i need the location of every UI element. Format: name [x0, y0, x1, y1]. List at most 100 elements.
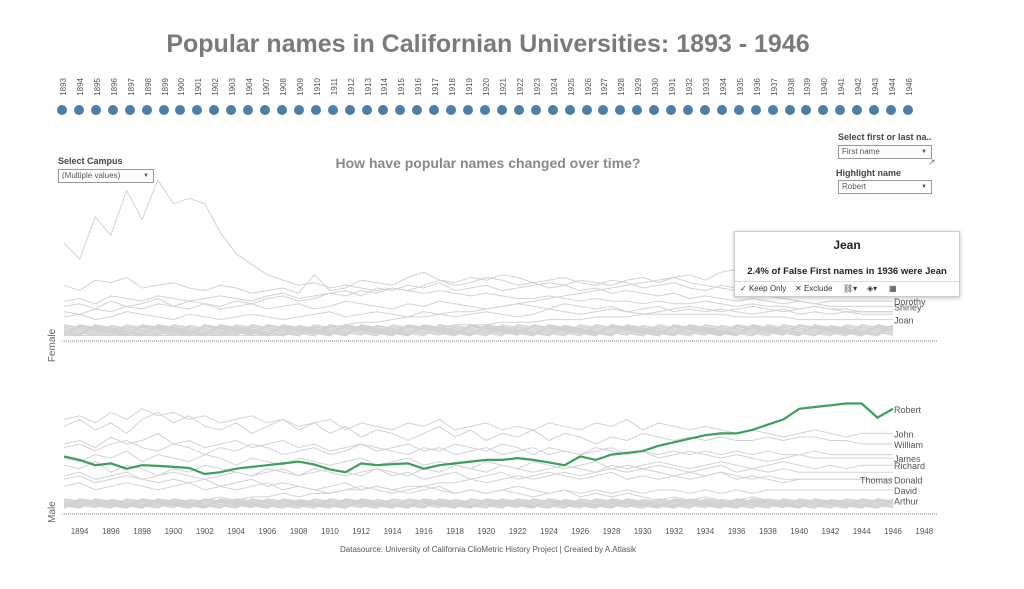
year-filter-dot[interactable] [801, 105, 812, 115]
series-line-female-other-b[interactable] [63, 297, 893, 315]
year-filter-dot[interactable] [463, 105, 474, 115]
tag-icon: ◈ [867, 284, 874, 293]
x-tick-label: 1904 [227, 527, 245, 536]
year-filter-dot[interactable] [666, 105, 677, 115]
tooltip-name: Jean [833, 238, 861, 252]
series-line-male-other-a[interactable] [63, 450, 893, 473]
end-label-donald: Donald [894, 475, 923, 485]
year-filter-dot[interactable] [496, 105, 507, 115]
year-filter-dot[interactable] [750, 105, 761, 115]
tooltip: Jean 2.4% of False First names in 1936 w… [734, 231, 960, 297]
name-type-dropdown[interactable]: First name ▼ [838, 145, 932, 159]
year-filter-dot[interactable] [192, 105, 203, 115]
year-filter-dot[interactable] [699, 105, 710, 115]
year-filter-dot[interactable] [378, 105, 389, 115]
year-filter-dot[interactable] [716, 105, 727, 115]
chart-subtitle: How have popular names changed over time… [335, 155, 641, 171]
close-icon: ✕ [795, 284, 802, 293]
set-button[interactable]: ◈▾ [867, 284, 878, 293]
year-filter-dot[interactable] [835, 105, 846, 115]
series-line-minor [63, 324, 894, 337]
year-filter-dot[interactable] [733, 105, 744, 115]
year-filter-dot[interactable] [395, 105, 406, 115]
series-line-thomas[interactable] [63, 461, 893, 484]
year-filter-dot[interactable] [175, 105, 186, 115]
year-filter-dot[interactable] [547, 105, 558, 115]
year-filter-dot[interactable] [327, 105, 338, 115]
x-tick-label: 1906 [258, 527, 276, 536]
year-filter-dot[interactable] [57, 105, 67, 115]
year-filter-dot[interactable] [226, 105, 237, 115]
year-filter-dot[interactable] [818, 105, 829, 115]
exclude-button[interactable]: ✕ Exclude [795, 284, 832, 293]
year-filter-dot[interactable] [73, 105, 84, 115]
year-filter-dot[interactable] [158, 105, 169, 115]
keep-only-button[interactable]: ✓ Keep Only [740, 284, 786, 293]
table-icon: ▦ [889, 284, 897, 293]
x-tick-label: 1908 [290, 527, 308, 536]
year-filter-dot[interactable] [141, 105, 152, 115]
panel-label-female: Female [47, 328, 58, 362]
x-tick-label: 1948 [915, 527, 933, 536]
x-tick-label: 1946 [884, 527, 902, 536]
year-filter-dot[interactable] [784, 105, 795, 115]
external-link-icon[interactable]: ↗ [928, 157, 936, 167]
x-tick-label: 1932 [665, 527, 683, 536]
year-filter-dot[interactable] [581, 105, 592, 115]
year-filter-dot[interactable] [276, 105, 287, 115]
keep-only-label: Keep Only [748, 284, 787, 293]
year-filter-dot[interactable] [767, 105, 778, 115]
series-line-john[interactable] [63, 408, 893, 438]
group-button[interactable]: ⛓▾ [843, 284, 858, 293]
x-tick-label: 1942 [822, 527, 840, 536]
year-filter-dot[interactable] [564, 105, 575, 115]
year-filter-dot[interactable] [361, 105, 372, 115]
year-filter-dot[interactable] [429, 105, 440, 115]
view-data-button[interactable]: ▦ [889, 284, 897, 293]
year-filter-dot[interactable] [903, 105, 913, 115]
series-line-robert[interactable] [63, 402, 894, 476]
year-filter-dot[interactable] [683, 105, 694, 115]
year-filter-dot[interactable] [310, 105, 321, 115]
year-filter-dot[interactable] [243, 105, 254, 115]
series-line-male-other-b[interactable] [63, 432, 893, 456]
year-filter-dot[interactable] [90, 105, 101, 115]
year-filter-dot[interactable] [513, 105, 524, 115]
year-filter-dot[interactable] [293, 105, 304, 115]
year-filter-dot[interactable] [209, 105, 220, 115]
x-tick-label: 1912 [352, 527, 370, 536]
campus-filter-dropdown[interactable]: (Multiple values) ▼ [58, 169, 154, 183]
year-filter-dot[interactable] [598, 105, 609, 115]
series-line-donald[interactable] [64, 468, 893, 505]
series-line-female-other-c[interactable] [63, 305, 893, 321]
tooltip-actions: ✓ Keep Only ✕ Exclude ⛓▾ ◈▾ ▦ [735, 281, 959, 296]
highlight-name-dropdown[interactable]: Robert ▼ [838, 180, 932, 194]
series-line-dorothy[interactable] [63, 276, 893, 315]
year-filter-dot[interactable] [649, 105, 660, 115]
campus-filter-label: Select Campus [58, 156, 123, 166]
year-filter-dot[interactable] [107, 105, 118, 115]
year-filter-dot[interactable] [886, 105, 897, 115]
year-filter-dot[interactable] [412, 105, 423, 115]
series-line-joan[interactable] [64, 313, 893, 336]
year-filter-dot[interactable] [869, 105, 880, 115]
year-filter-dot[interactable] [260, 105, 271, 115]
x-tick-label: 1894 [71, 527, 89, 536]
dashboard-title: Popular names in Californian Universitie… [166, 30, 810, 58]
year-filter-dot[interactable] [480, 105, 490, 115]
series-line-william[interactable] [63, 411, 893, 445]
year-filter-dot[interactable] [530, 105, 541, 115]
series-line-arthur[interactable] [63, 475, 893, 501]
year-filter-dot[interactable] [344, 105, 355, 115]
year-filter-dot[interactable] [852, 105, 863, 115]
year-filter-dot[interactable] [124, 105, 135, 115]
end-label-joan: Joan [894, 316, 914, 326]
series-line-minor [63, 324, 894, 337]
year-filter-dot[interactable] [632, 105, 643, 115]
series-line-richard[interactable] [63, 461, 893, 480]
series-line-female-peak-name[interactable] [63, 178, 893, 313]
end-label-david: David [894, 486, 917, 496]
year-filter-dot[interactable] [615, 105, 626, 115]
year-filter-dot[interactable] [446, 105, 457, 115]
